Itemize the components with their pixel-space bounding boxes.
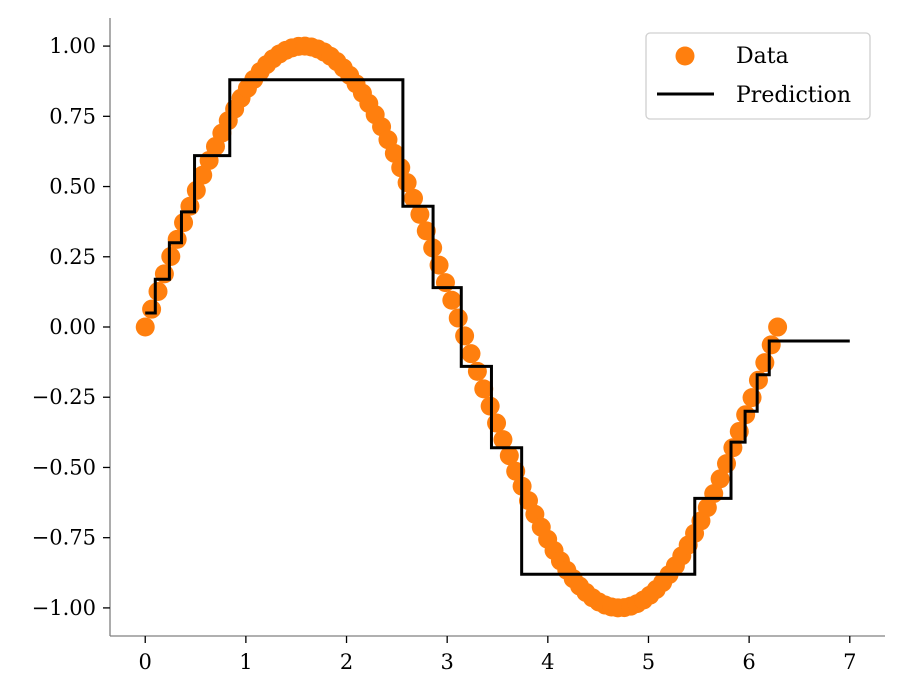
y-tick-label: −0.25 <box>32 385 96 409</box>
data-point <box>467 361 487 381</box>
x-tick-label: 4 <box>541 650 554 674</box>
y-tick-label: 0.25 <box>49 245 96 269</box>
data-point <box>455 326 475 346</box>
data-point <box>391 158 411 178</box>
data-point <box>710 469 730 489</box>
data-point <box>186 180 206 200</box>
legend-marker-data <box>675 46 695 66</box>
y-tick-label: 0.75 <box>49 104 96 128</box>
data-point <box>474 379 494 399</box>
data-point <box>384 143 404 163</box>
y-tick-label: −0.50 <box>32 455 96 479</box>
y-tick-label: −1.00 <box>32 596 96 620</box>
data-point <box>174 213 194 233</box>
legend-label-prediction: Prediction <box>736 83 851 108</box>
x-tick-label: 6 <box>742 650 755 674</box>
data-point <box>416 221 436 241</box>
legend: Data Prediction <box>645 32 871 120</box>
data-point <box>148 281 168 301</box>
data-point <box>768 317 788 337</box>
data-point <box>448 308 468 328</box>
data-point <box>742 388 762 408</box>
y-tick-label: −0.75 <box>32 526 96 550</box>
line-series-prediction <box>145 78 850 576</box>
data-point <box>755 353 775 373</box>
x-tick-label: 5 <box>642 650 655 674</box>
x-tick-label: 0 <box>139 650 152 674</box>
axes: 0 1 2 3 4 5 6 7 1.00 0.75 0.50 0.25 0.00 −0.25 −0.50 −0… <box>32 18 885 674</box>
prediction-line <box>145 78 850 576</box>
data-point <box>142 299 162 319</box>
data-point <box>135 317 155 337</box>
data-point <box>493 430 513 450</box>
data-point <box>435 273 455 293</box>
data-point <box>761 335 781 355</box>
y-tick-label: 1.00 <box>49 34 96 58</box>
x-tick-label: 1 <box>239 650 252 674</box>
x-tick-label: 2 <box>340 650 353 674</box>
y-tick-label: 0.50 <box>49 175 96 199</box>
data-point <box>499 446 519 466</box>
data-point <box>193 165 213 185</box>
data-point <box>461 344 481 364</box>
y-tick-label: 0.00 <box>49 315 96 339</box>
data-point <box>487 413 507 433</box>
data-point <box>410 204 430 224</box>
x-tick-label: 7 <box>843 650 856 674</box>
legend-box <box>645 32 871 120</box>
x-tick-label: 3 <box>440 650 453 674</box>
data-point <box>404 188 424 208</box>
legend-label-data: Data <box>736 44 789 69</box>
data-point <box>442 290 462 310</box>
